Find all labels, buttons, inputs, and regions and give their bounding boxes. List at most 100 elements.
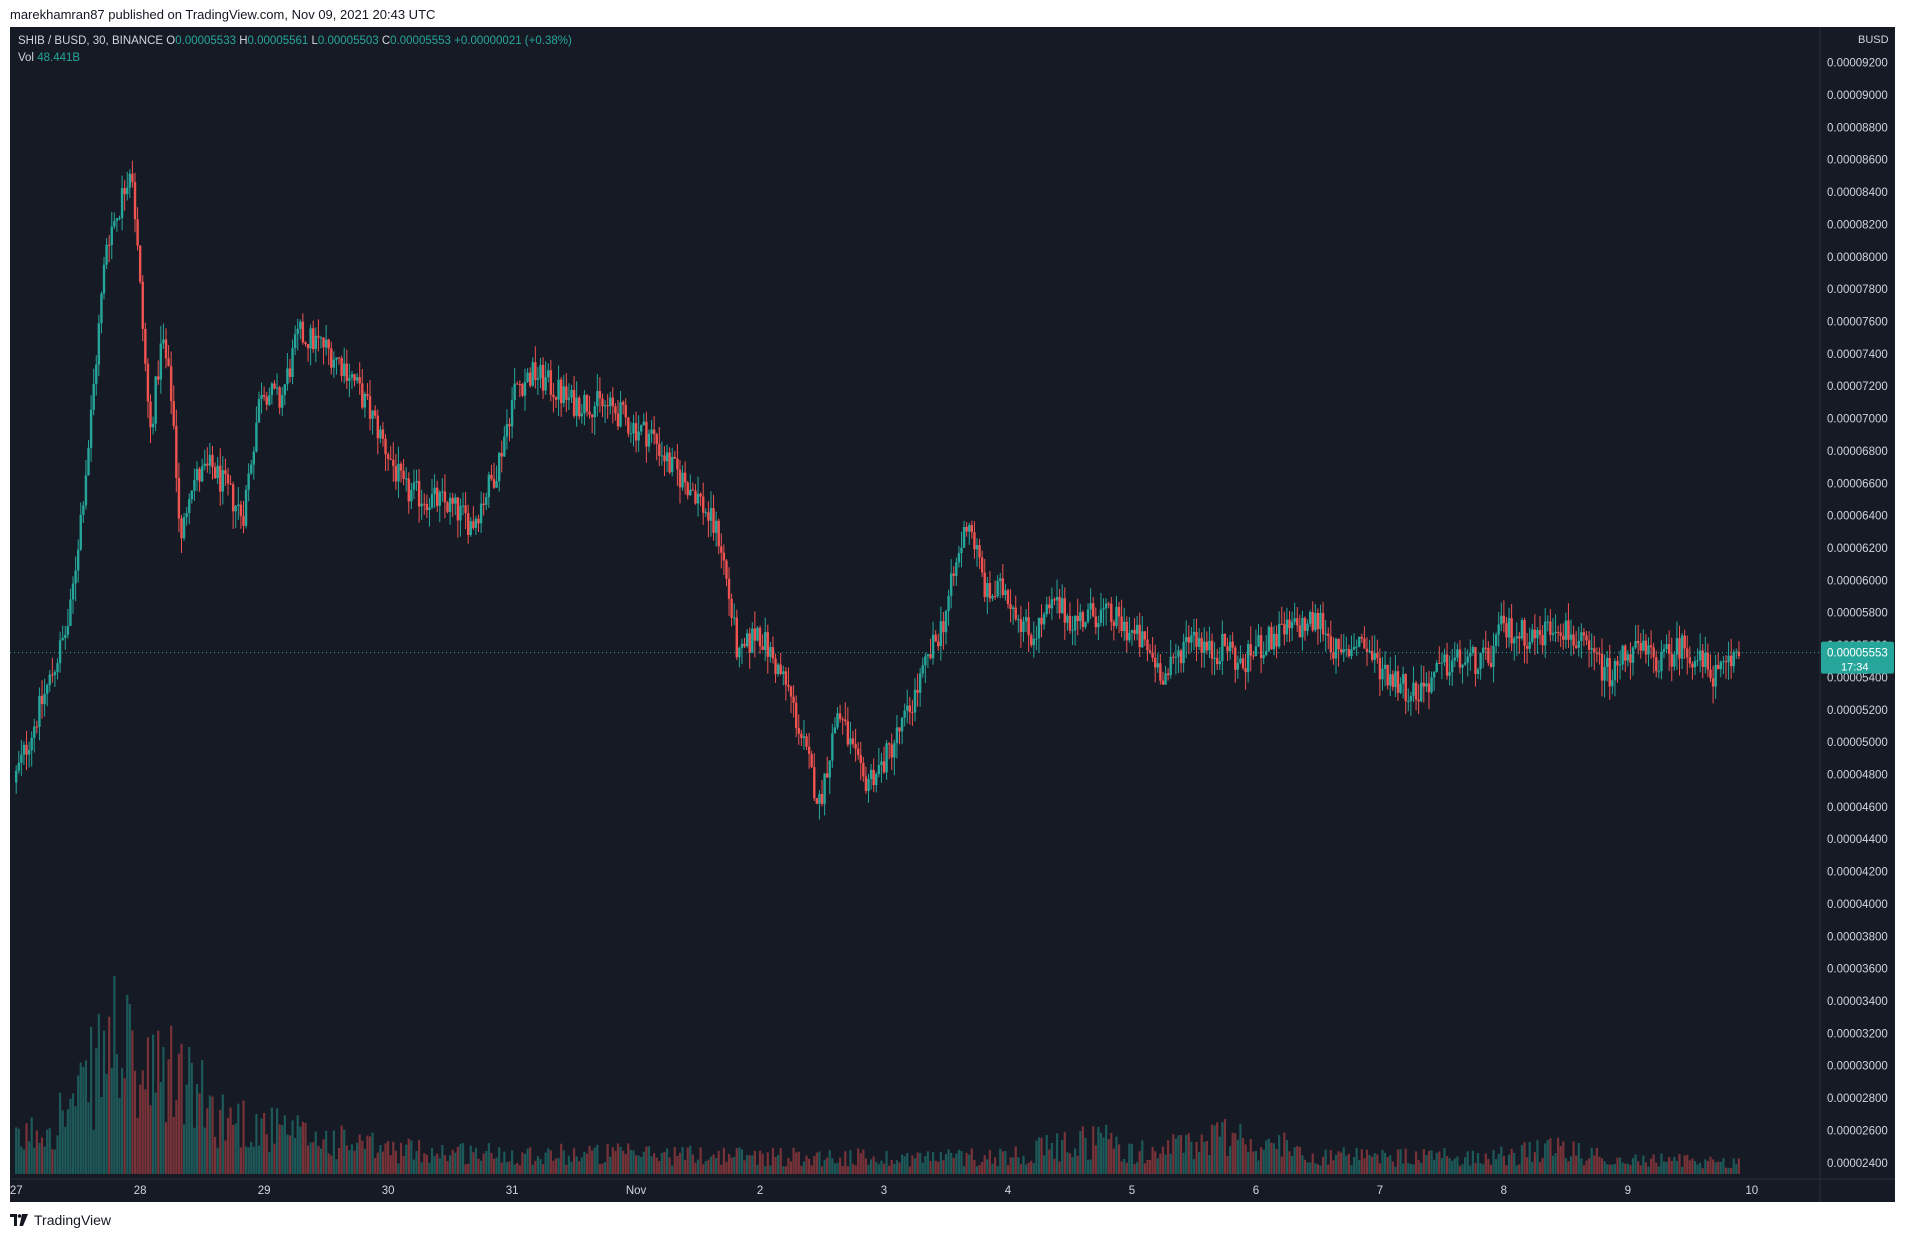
volume-bar (1717, 1161, 1720, 1174)
volume-bar (425, 1154, 428, 1174)
candle-body (1355, 646, 1358, 648)
price-tick-label: 0.00007200 (1827, 381, 1888, 393)
candle-body (1513, 638, 1516, 644)
candle-body (570, 389, 573, 398)
volume-bar (539, 1159, 542, 1174)
volume-bar (1298, 1146, 1301, 1174)
volume-bar (350, 1144, 354, 1174)
candle-body (1259, 635, 1263, 659)
candle-body (84, 475, 88, 506)
candle-body (1324, 633, 1327, 635)
volume-bar (38, 1142, 41, 1174)
volume-bar (503, 1151, 506, 1174)
candle-body (709, 508, 713, 521)
volume-label[interactable]: Vol (18, 52, 34, 64)
volume-bar (1433, 1159, 1436, 1174)
volume-bar (1476, 1153, 1480, 1174)
volume-bar (485, 1151, 488, 1174)
candle-body (683, 472, 687, 483)
volume-bar (1352, 1157, 1356, 1174)
volume-bar (162, 1047, 165, 1174)
candle-body (1293, 618, 1296, 622)
volume-bar (487, 1143, 490, 1174)
candlestick-chart[interactable]: 0.00009200 0.00009000 0.00008800 0.00008600… (10, 27, 1895, 1202)
volume-bar (906, 1153, 909, 1174)
candle-body (671, 456, 674, 473)
candle-body (1404, 674, 1407, 702)
candle-body (598, 391, 602, 399)
volume-bar (645, 1146, 648, 1174)
volume-bar (1724, 1167, 1728, 1174)
candle-body (988, 583, 992, 599)
candle-body (1094, 616, 1097, 628)
candle-body (521, 384, 524, 396)
volume-bar (552, 1160, 555, 1174)
volume-bar (1631, 1158, 1635, 1174)
candle-body (1600, 653, 1604, 681)
volume-bar (1143, 1163, 1146, 1174)
candle-body (1174, 656, 1178, 658)
candle-body (25, 744, 28, 755)
candle-body (477, 518, 480, 524)
volume-bar (578, 1161, 581, 1174)
candle-body (61, 637, 64, 641)
candle-body (1691, 663, 1694, 668)
volume-bar (345, 1145, 348, 1174)
candle-body (1735, 651, 1738, 653)
volume-bar (490, 1152, 493, 1174)
volume-bar (1562, 1141, 1565, 1174)
volume-bar (859, 1153, 862, 1174)
candle-body (438, 492, 441, 506)
candle-body (231, 484, 235, 512)
volume-bar (1079, 1131, 1082, 1174)
candle-body (864, 776, 868, 791)
volume-bar (312, 1142, 315, 1174)
candle-body (1063, 598, 1067, 623)
volume-bar (696, 1159, 700, 1174)
chart-panel[interactable]: 0.00009200 0.00009000 0.00008800 0.00008600… (10, 27, 1895, 1202)
candle-body (286, 368, 289, 385)
candle-body (1203, 641, 1206, 653)
price-tick-label: 0.00004400 (1827, 834, 1888, 846)
candle-body (1624, 645, 1627, 661)
volume-bar (294, 1138, 297, 1174)
candle-body (332, 359, 336, 368)
volume-bar (1737, 1158, 1741, 1174)
candle-body (1195, 632, 1198, 647)
volume-bar (299, 1126, 302, 1174)
volume-bar (79, 1062, 82, 1174)
volume-bar (1334, 1154, 1338, 1174)
candle-body (51, 674, 54, 676)
volume-bar (1569, 1156, 1573, 1174)
volume-bar (1699, 1162, 1702, 1174)
candle-body (1598, 653, 1601, 655)
price-tick-label: 0.00002800 (1827, 1093, 1888, 1105)
candle-body (748, 633, 751, 653)
volume-bar (1445, 1156, 1449, 1174)
candle-body (345, 363, 348, 381)
symbol-label[interactable]: SHIB / BUSD, 30, BINANCE (18, 35, 164, 47)
volume-bar (1120, 1161, 1123, 1174)
volume-bar (1368, 1155, 1371, 1174)
volume-bar (632, 1150, 635, 1174)
volume-bar (454, 1152, 457, 1174)
candle-body (417, 481, 421, 507)
volume-bar (1290, 1156, 1294, 1174)
volume-bar (792, 1147, 795, 1174)
price-tick-label: 0.00002600 (1827, 1125, 1888, 1137)
candle-body (1704, 652, 1707, 667)
candle-body (518, 384, 522, 386)
footer-brand[interactable]: TradingView (34, 1212, 112, 1228)
candle-body (986, 583, 989, 598)
volume-bar (133, 1070, 137, 1174)
candle-body (1556, 631, 1560, 633)
volume-bar (1071, 1157, 1074, 1174)
volume-bar (1655, 1162, 1658, 1174)
candle-body (678, 469, 682, 488)
volume-bar (1479, 1163, 1482, 1174)
candle-body (456, 497, 460, 521)
volume-bar (864, 1158, 868, 1174)
volume-bar (172, 1116, 175, 1174)
volume-bar (663, 1151, 666, 1174)
candle-body (211, 454, 214, 468)
